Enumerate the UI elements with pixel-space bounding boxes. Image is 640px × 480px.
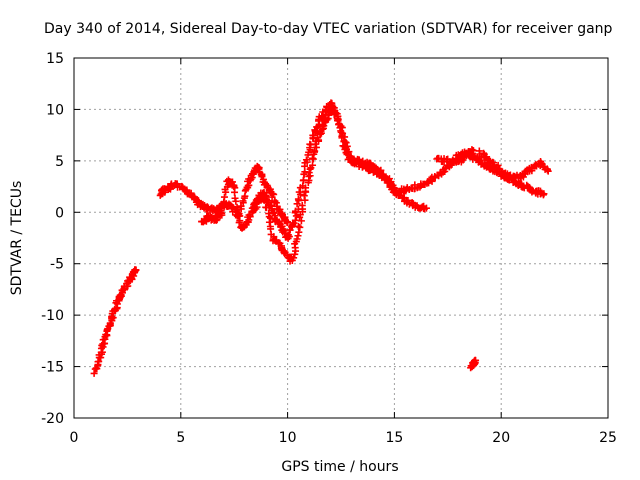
x-tick-label: 15 <box>385 430 403 446</box>
data-point <box>268 193 276 201</box>
data-point <box>307 141 315 149</box>
data-point <box>337 127 345 135</box>
series-segment-4 <box>252 99 430 242</box>
y-tick-labels: -20 -15 -10 -5 0 5 10 15 <box>41 51 64 427</box>
data-point <box>265 218 273 226</box>
y-tick-label: 0 <box>55 205 64 221</box>
series-segment-3 <box>198 104 399 265</box>
data-point <box>472 356 480 364</box>
data-point <box>422 204 430 212</box>
data-point <box>109 314 117 322</box>
data-point <box>284 231 292 239</box>
data-point <box>298 201 306 209</box>
y-tick-label: -20 <box>41 411 64 427</box>
data-point <box>328 99 336 107</box>
data-point <box>187 189 195 197</box>
data-point <box>334 117 342 125</box>
data-point <box>293 235 301 243</box>
grid-lines <box>74 58 608 418</box>
data-point <box>309 161 317 169</box>
data-point <box>232 197 240 205</box>
data-point <box>255 165 263 173</box>
data-point <box>469 147 477 155</box>
data-points <box>90 99 552 377</box>
data-point <box>233 206 241 214</box>
data-point <box>132 266 140 274</box>
data-point <box>295 188 303 196</box>
y-tick-label: -15 <box>41 360 64 376</box>
data-point <box>294 232 302 240</box>
series-segment-8 <box>467 356 480 372</box>
data-point <box>294 195 302 203</box>
y-axis-label: SDTVAR / TECUs <box>9 181 25 296</box>
data-point <box>245 211 253 219</box>
x-tick-label: 25 <box>599 430 617 446</box>
data-point <box>294 205 302 213</box>
data-point <box>296 223 304 231</box>
data-point <box>311 147 319 155</box>
data-point <box>323 116 331 124</box>
data-point <box>90 369 98 377</box>
data-point <box>300 192 308 200</box>
data-point <box>293 200 301 208</box>
data-point <box>297 217 305 225</box>
data-point <box>235 219 243 227</box>
data-point <box>245 181 253 189</box>
data-point <box>220 193 228 201</box>
y-tick-label: 5 <box>55 154 64 170</box>
data-point <box>294 222 302 230</box>
data-point <box>228 178 236 186</box>
data-point <box>231 188 239 196</box>
data-point <box>289 220 297 228</box>
y-tick-label: -5 <box>50 257 64 273</box>
series-segment-2 <box>156 162 292 227</box>
data-point <box>94 358 102 366</box>
x-tick-labels: 0 5 10 15 20 25 <box>70 430 617 446</box>
data-point <box>544 167 552 175</box>
data-point <box>267 214 275 222</box>
data-point <box>191 194 199 202</box>
plot-frame <box>73 57 609 419</box>
x-axis-label: GPS time / hours <box>281 459 398 475</box>
x-tick-label: 10 <box>279 430 297 446</box>
data-point <box>295 228 303 236</box>
series-segment-6 <box>433 146 477 166</box>
data-point <box>329 103 337 111</box>
x-tick-label: 5 <box>176 430 185 446</box>
data-point <box>230 182 238 190</box>
y-tick-label: 15 <box>46 51 64 67</box>
data-point <box>290 254 298 262</box>
data-point <box>292 212 300 220</box>
data-point <box>339 142 347 150</box>
data-point <box>102 331 110 339</box>
data-point <box>291 216 299 224</box>
data-point <box>540 190 548 198</box>
data-point <box>284 219 292 227</box>
data-point <box>338 134 346 142</box>
data-point <box>262 180 270 188</box>
x-tick-label: 20 <box>492 430 510 446</box>
axis-ticks <box>73 57 609 419</box>
data-point <box>308 154 316 162</box>
chart-title: Day 340 of 2014, Sidereal Day-to-day VTE… <box>44 21 613 37</box>
series-segment-1 <box>90 266 140 377</box>
data-point <box>306 165 314 173</box>
y-tick-label: -10 <box>41 308 64 324</box>
data-point <box>305 169 313 177</box>
y-tick-label: 10 <box>46 102 64 118</box>
data-point <box>131 267 139 275</box>
data-point <box>468 146 476 154</box>
data-point <box>312 143 320 151</box>
series-segment-7 <box>475 147 552 182</box>
x-tick-label: 0 <box>70 430 79 446</box>
data-point <box>302 156 310 164</box>
